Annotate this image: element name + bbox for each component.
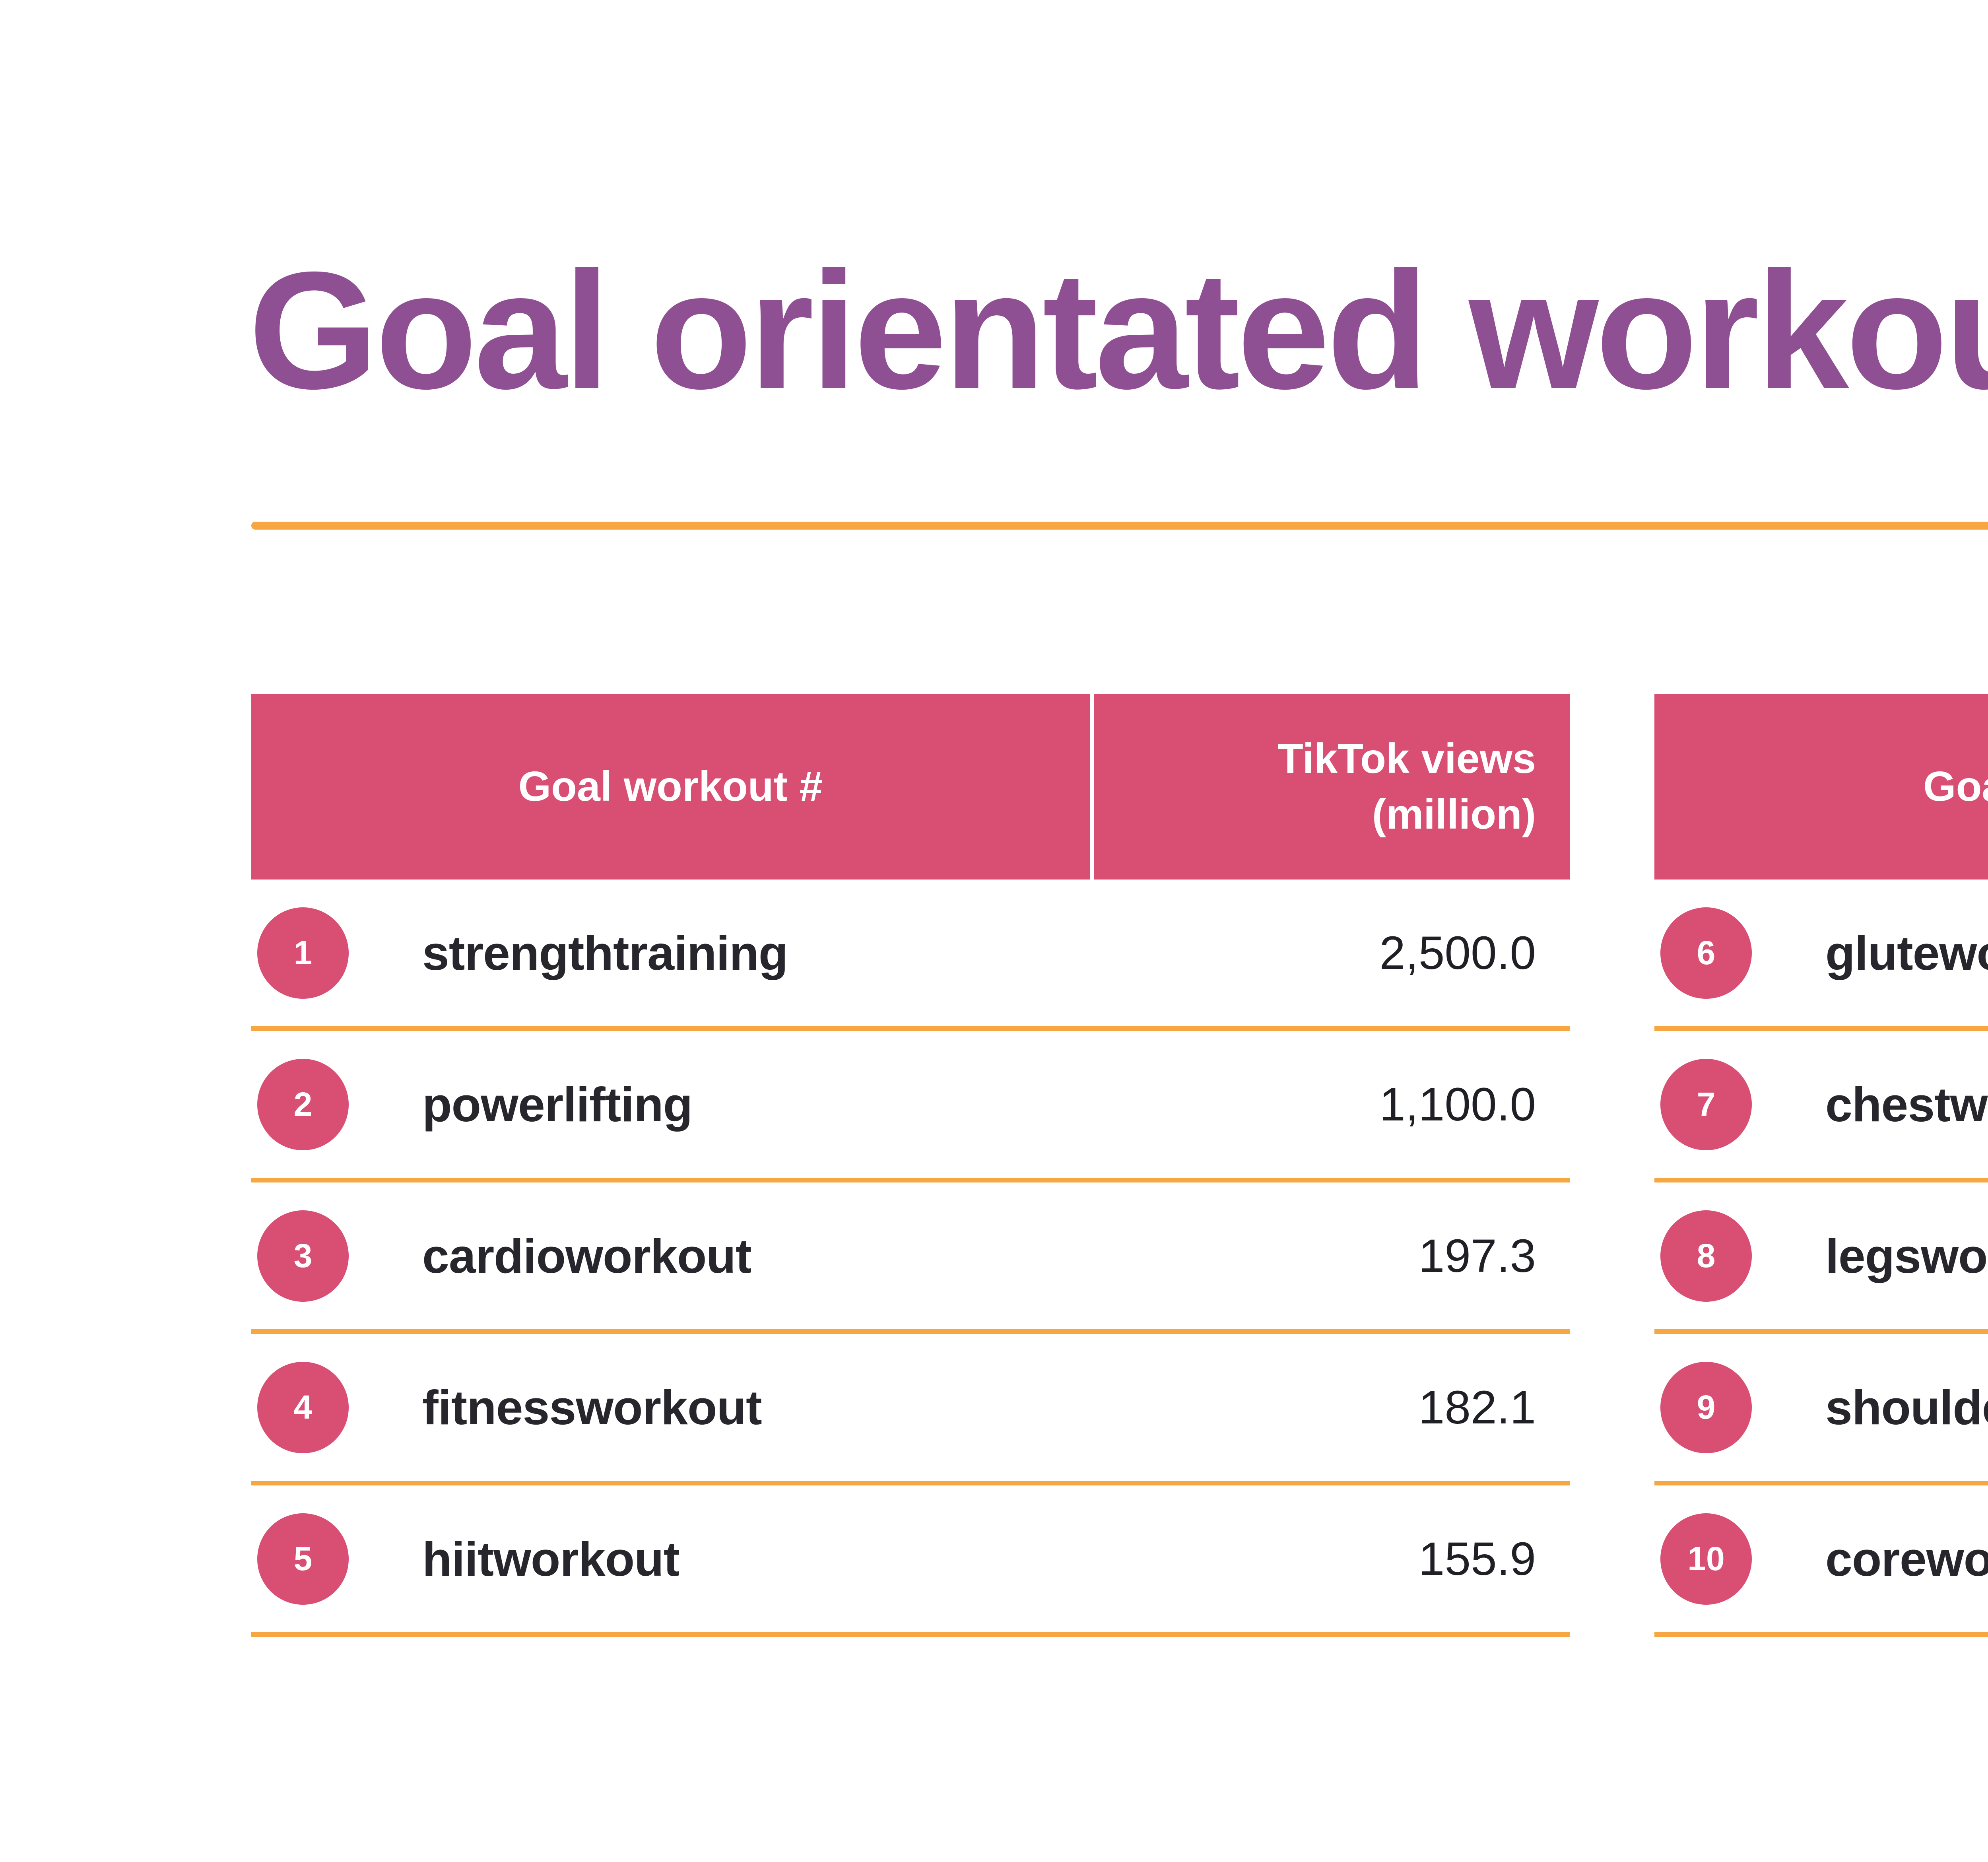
views-value: 197.3 [1418,1229,1536,1282]
table-header: Goal workout # TikTok views (million) [1654,694,1988,880]
table-row: 6 gluteworkout 321.1 [1654,880,1988,1031]
hashtag-label: fitnessworkout [422,1380,762,1435]
title-underline [251,522,1988,530]
rank-badge: 6 [1660,907,1752,999]
table-row: 5 hiitworkout 155.9 [251,1485,1570,1637]
views-value: 182.1 [1418,1381,1536,1434]
rank-badge: 7 [1660,1058,1752,1150]
column-header-tiktok-views: TikTok views (million) [1094,694,1570,880]
hashtag-label: strengthtraining [422,926,788,980]
views-value: 155.9 [1418,1532,1536,1585]
hashtag-label: hiitworkout [422,1532,679,1586]
hashtag-label: coreworkout [1825,1532,1988,1586]
views-value: 1,100.0 [1379,1078,1536,1131]
hashtag-label: legsworkout [1825,1229,1988,1283]
million-unit-label: (million) [1372,791,1536,838]
tiktok-views-label: TikTok views [1277,735,1536,782]
hashtag-label: gluteworkout [1825,926,1988,980]
rank-badge: 5 [257,1513,349,1605]
column-header-goal-workout: Goal workout # [1654,694,1988,880]
hashtag-label: powerlifting [422,1077,693,1132]
goal-workouts-table-left: Goal workout # TikTok views (million) 1 … [251,694,1570,1637]
goal-workouts-table-right: Goal workout # TikTok views (million) 6 … [1654,694,1988,1637]
hashtag-label: shoulderworkout [1825,1380,1988,1435]
table-row: 7 chestworkout 314.6 [1654,1031,1988,1182]
column-header-goal-workout: Goal workout # [251,694,1090,880]
table-row: 3 cardioworkout 197.3 [251,1182,1570,1334]
table-row: 10 coreworkout 224.3 [1654,1485,1988,1637]
rank-badge: 2 [257,1058,349,1150]
rank-badge: 1 [257,907,349,999]
table-row: 9 shoulderworkout 257.4 [1654,1334,1988,1485]
table-row: 4 fitnessworkout 182.1 [251,1334,1570,1485]
page-title: Goal orientated workouts [248,237,1988,424]
table-row: 8 legsworkout 264.5 [1654,1182,1988,1334]
table-row: 1 strengthtraining 2,500.0 [251,880,1570,1031]
rank-badge: 10 [1660,1513,1752,1605]
hashtag-label: chestworkout [1825,1077,1988,1132]
hashtag-label: cardioworkout [422,1229,752,1283]
table-header: Goal workout # TikTok views (million) [251,694,1570,880]
rank-badge: 9 [1660,1361,1752,1453]
views-value: 2,500.0 [1379,926,1536,979]
rank-badge: 8 [1660,1210,1752,1302]
table-row: 2 powerlifting 1,100.0 [251,1031,1570,1182]
rank-badge: 3 [257,1210,349,1302]
rank-badge: 4 [257,1361,349,1453]
